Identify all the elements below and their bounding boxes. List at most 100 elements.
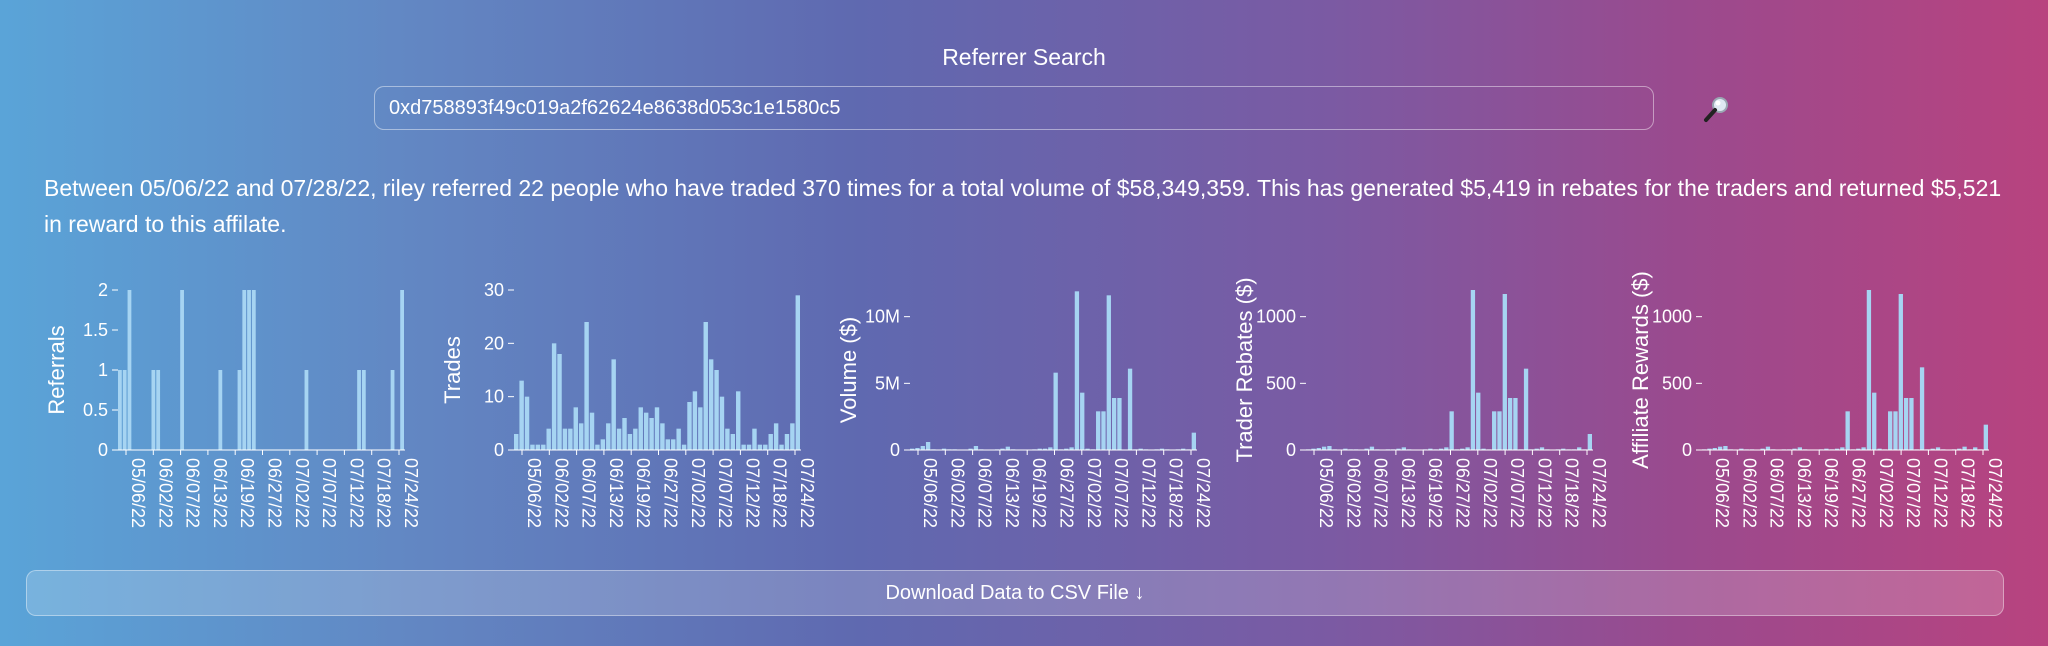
magnifying-glass-icon <box>1704 97 1728 122</box>
bar <box>1444 447 1449 450</box>
bar <box>660 423 665 450</box>
y-tick-label: 0 <box>494 440 504 460</box>
bar <box>1316 448 1321 450</box>
bar <box>1717 446 1723 450</box>
bar <box>757 444 763 450</box>
bar <box>151 370 156 450</box>
bar <box>790 423 795 450</box>
bar <box>1396 448 1401 450</box>
bar <box>1492 411 1497 450</box>
x-tick-label: 05/06/22 <box>1316 458 1336 528</box>
y-tick-label: 20 <box>484 333 504 353</box>
bar <box>665 439 671 450</box>
bar <box>915 448 920 450</box>
y-tick-label: 0 <box>890 440 900 460</box>
bar <box>1138 448 1143 450</box>
y-tick-label: 2 <box>98 280 108 300</box>
x-tick-label: 07/24/22 <box>1193 458 1213 528</box>
bar <box>1074 291 1080 450</box>
bar <box>251 290 256 450</box>
bar <box>1587 434 1592 450</box>
x-tick-label: 07/24/22 <box>1589 458 1609 528</box>
x-tick-label: 07/02/22 <box>1480 458 1500 528</box>
bar <box>1111 398 1117 450</box>
x-tick-label: 07/07/22 <box>715 458 735 528</box>
bar <box>968 448 973 450</box>
bar <box>1909 398 1914 450</box>
bar <box>551 343 557 450</box>
bar <box>1401 447 1406 450</box>
x-tick-label: 06/13/22 <box>1398 458 1418 528</box>
affiliate-rewards-chart: Affiliate Rewards ($) 0 500 1000 05/06/22 06/… <box>1628 271 2005 528</box>
bar <box>600 439 606 450</box>
y-tick-label: 500 <box>1662 373 1692 393</box>
y-tick-label: 500 <box>1266 373 1296 393</box>
bar <box>1117 398 1122 450</box>
bar <box>643 412 649 450</box>
bar <box>1739 448 1744 450</box>
bar <box>127 290 132 450</box>
bar <box>1539 447 1545 450</box>
x-tick-label: 07/24/22 <box>797 458 817 528</box>
bar <box>568 428 573 450</box>
bar <box>1005 446 1010 450</box>
referrer-search-input[interactable] <box>374 86 1654 130</box>
y-tick-label: 10 <box>484 387 504 407</box>
bar <box>400 290 404 450</box>
bar <box>1765 446 1771 450</box>
bar <box>627 434 633 450</box>
bar <box>1707 448 1712 450</box>
bar <box>973 446 979 450</box>
bar <box>1577 447 1582 450</box>
bar <box>1191 432 1196 450</box>
bar <box>1973 447 1978 450</box>
bar <box>390 370 395 450</box>
y-tick-label: 0 <box>98 440 108 460</box>
bar <box>1428 448 1433 450</box>
y-tick-label: 1000 <box>1652 307 1692 327</box>
bar <box>1534 448 1539 450</box>
bar <box>1561 448 1566 450</box>
bar <box>1919 367 1925 450</box>
x-tick-label: 06/19/22 <box>237 458 257 528</box>
bar <box>1797 447 1802 450</box>
x-tick-label: 06/07/22 <box>183 458 203 528</box>
bar <box>578 423 584 450</box>
bar <box>746 444 752 450</box>
bar <box>1983 424 1988 450</box>
bar <box>692 391 698 450</box>
x-tick-label: 06/13/22 <box>1002 458 1022 528</box>
bar <box>725 428 730 450</box>
bar <box>1069 447 1074 450</box>
x-tick-label: 07/07/22 <box>1507 458 1527 528</box>
bar <box>1085 448 1090 450</box>
bar <box>1930 448 1935 450</box>
bar <box>654 407 660 450</box>
x-tick-label: 07/02/22 <box>1084 458 1104 528</box>
y-tick-label: 0 <box>1286 440 1296 460</box>
bar <box>546 428 551 450</box>
x-tick-label: 07/12/22 <box>1930 458 1950 528</box>
bar <box>698 407 703 450</box>
bar <box>535 444 541 450</box>
bar <box>1872 392 1877 450</box>
bar <box>616 428 622 450</box>
bar <box>1048 447 1053 450</box>
bar <box>736 391 741 450</box>
bar <box>1877 448 1882 450</box>
bar <box>1723 446 1728 450</box>
download-csv-button[interactable]: Download Data to CSV File ↓ <box>26 570 2004 616</box>
bar <box>247 290 251 450</box>
x-tick-label: 06/07/22 <box>579 458 599 528</box>
bar <box>1888 411 1893 450</box>
search-button[interactable] <box>1700 92 1734 126</box>
search-title: Referrer Search <box>942 44 1106 70</box>
y-tick-label: 10M <box>865 307 900 327</box>
y-tick-label: 1.5 <box>83 320 108 340</box>
bar <box>1042 448 1048 450</box>
bar <box>595 444 600 450</box>
bar <box>541 444 546 450</box>
bar <box>1343 448 1348 450</box>
trader-rebates-chart: Trader Rebates ($) 0 500 1000 05/06/22 06/02/… <box>1232 277 1609 528</box>
bar <box>606 423 611 450</box>
